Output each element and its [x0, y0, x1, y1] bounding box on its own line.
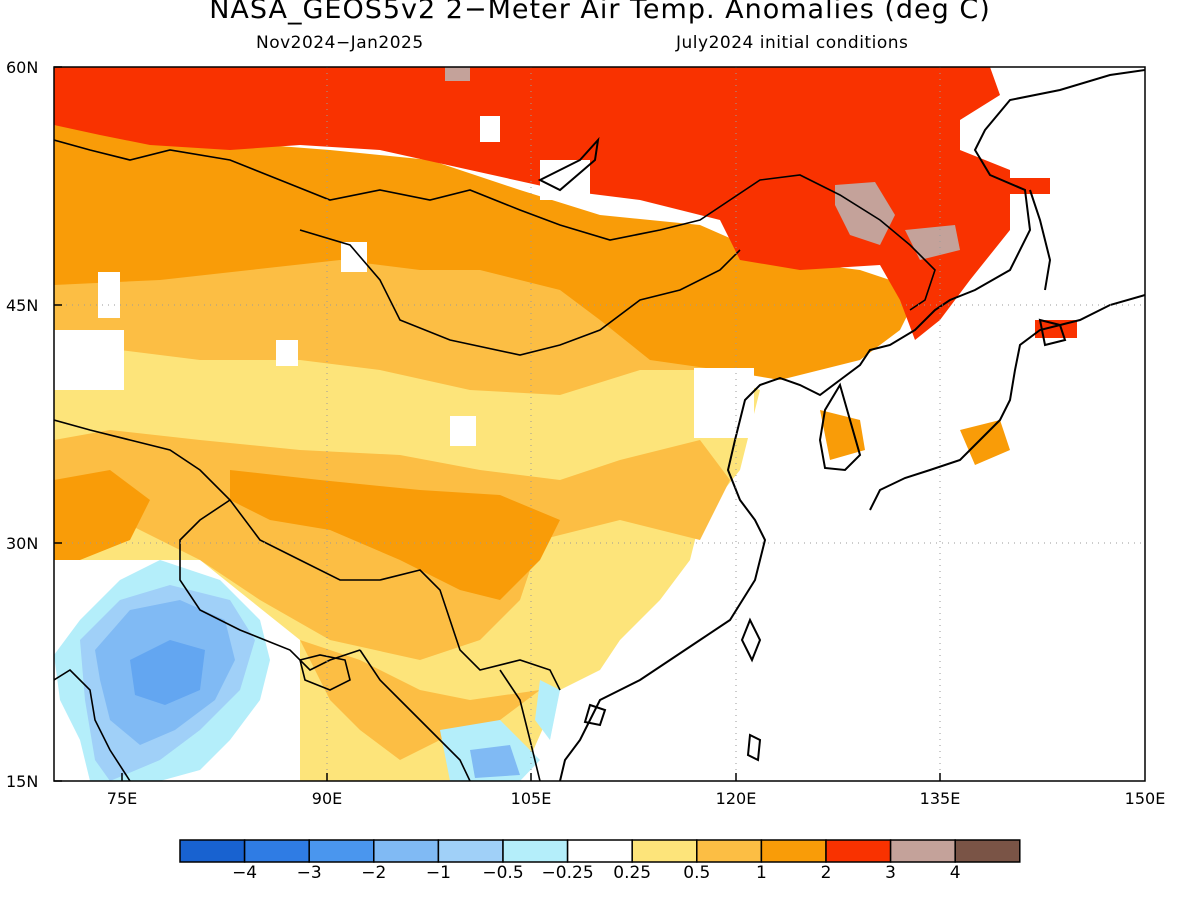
- colorbar-tick-label: −1: [425, 863, 451, 883]
- season-subtitle: Nov2024−Jan2025: [256, 33, 424, 53]
- lon-label-75e: 75E: [106, 789, 138, 808]
- colorbar-tick-label: −4: [232, 863, 258, 883]
- map-title: NASA_GEOS5v2 2−Meter Air Temp. Anomalies…: [209, 0, 991, 25]
- lon-label-90e: 90E: [311, 789, 343, 808]
- gridlines: [54, 67, 1145, 781]
- colorbar-tick-label: 3: [885, 863, 897, 883]
- anomaly-region-taupe: [835, 182, 895, 245]
- colorbar-tick-label: −0.5: [482, 863, 524, 883]
- colorbar-tick-label: −3: [296, 863, 322, 883]
- colorbar-tick-label: 1: [755, 863, 767, 883]
- anomaly-region-red: [54, 67, 1010, 340]
- country-borders: [54, 139, 936, 781]
- colorbar-tick-label: −0.25: [541, 863, 594, 883]
- colorbar-tick-label: 0.5: [683, 863, 711, 883]
- colorbar-tick-label: 2: [820, 863, 832, 883]
- anomaly-region-mid-blue: [130, 640, 205, 705]
- lon-label-120e: 120E: [715, 789, 757, 808]
- colorbar-tick-label: 4: [949, 863, 961, 883]
- lat-label-30n: 30N: [6, 534, 39, 553]
- coastlines: [537, 69, 1145, 781]
- lat-label-60n: 60N: [6, 58, 39, 77]
- lon-label-105e: 105E: [510, 789, 552, 808]
- lon-label-135e: 135E: [919, 789, 961, 808]
- axis-ticks: [54, 66, 941, 782]
- lat-label-15n: 15N: [6, 772, 39, 791]
- initial-conditions-subtitle: July2024 initial conditions: [676, 33, 909, 53]
- anomaly-region-orange: [54, 125, 920, 380]
- plot-frame: [53, 66, 1146, 782]
- lat-label-45n: 45N: [6, 296, 39, 315]
- colorbar-tick-label: 0.25: [613, 863, 652, 883]
- anomaly-field: [54, 67, 1145, 781]
- lon-label-150e: 150E: [1124, 789, 1166, 808]
- colorbar-tick-label: −2: [361, 863, 387, 883]
